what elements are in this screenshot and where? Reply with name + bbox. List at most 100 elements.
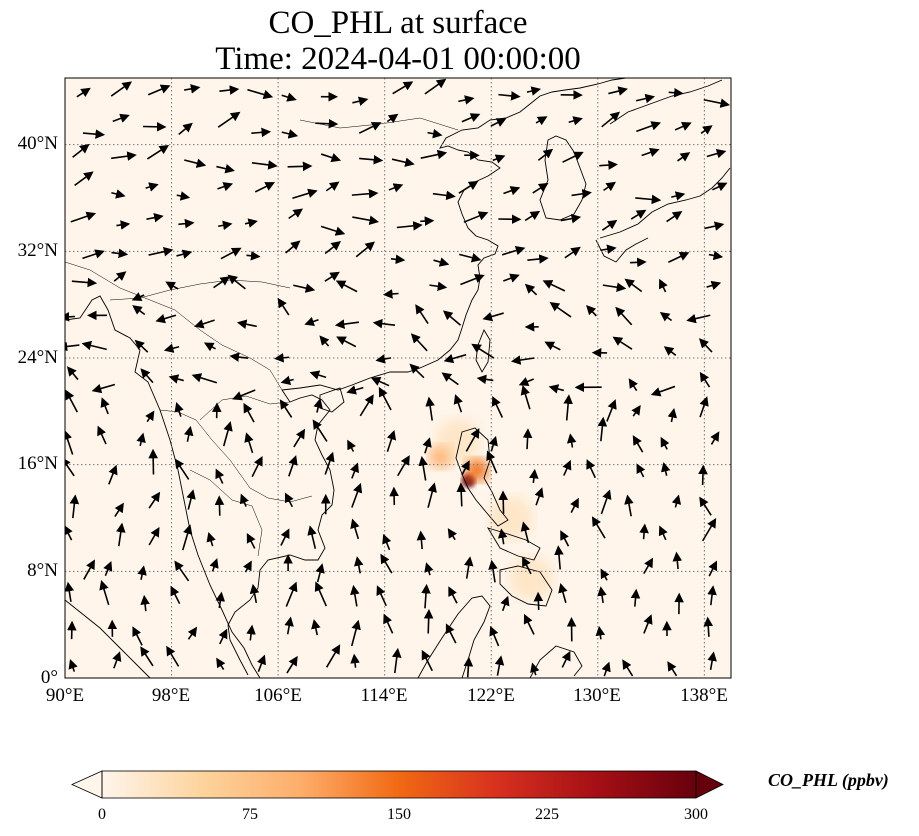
wind-arrow [113, 271, 127, 282]
wind-arrow [500, 595, 510, 612]
wind-arrow [600, 568, 610, 581]
wind-arrow [663, 346, 677, 356]
wind-arrow [497, 528, 508, 545]
x-tick-label: 130°E [573, 685, 621, 706]
wind-arrow [566, 433, 577, 448]
wind-arrow [382, 289, 399, 299]
wind-arrow [658, 525, 668, 541]
wind-arrow [110, 81, 133, 97]
wind-arrow [244, 432, 254, 454]
wind-arrow [703, 616, 714, 637]
wind-arrow [229, 352, 249, 362]
wind-arrow [471, 343, 495, 359]
wind-arrow [601, 661, 611, 677]
wind-arrow [309, 370, 327, 380]
wind-arrow [66, 366, 79, 381]
wind-arrow [68, 659, 78, 672]
wind-arrow [187, 626, 198, 640]
concentration-hotspot [435, 418, 480, 463]
wind-arrow [643, 557, 654, 575]
wind-arrow [510, 355, 535, 365]
wind-arrow [351, 188, 379, 199]
wind-arrow [708, 250, 724, 261]
wind-arrow [458, 180, 479, 194]
wind-arrow [526, 86, 541, 96]
indochina-coast [227, 389, 335, 676]
wind-arrow [311, 619, 321, 636]
wind-arrow [244, 218, 258, 228]
wind-arrow [376, 585, 387, 607]
wind-arrow [595, 625, 606, 640]
wind-arrow [304, 316, 319, 327]
wind-arrow [251, 455, 263, 478]
wind-arrow [562, 151, 584, 163]
wind-arrow [424, 78, 447, 95]
wind-arrow [488, 559, 498, 583]
wind-arrow [165, 281, 179, 291]
wind-arrow [246, 250, 261, 261]
wind-arrow [352, 215, 380, 225]
wind-arrow [65, 581, 75, 602]
x-tick-label: 90°E [45, 685, 85, 706]
japan-kyushu-coast [595, 237, 649, 263]
wind-arrow [103, 561, 113, 577]
wind-arrow [325, 644, 341, 668]
wind-arrow [458, 95, 475, 105]
wind-arrow [313, 398, 323, 413]
wind-arrow [586, 304, 597, 317]
wind-arrow [285, 240, 301, 254]
wind-arrow [542, 280, 566, 292]
colorbar-min-extend [71, 770, 103, 799]
wind-arrow [319, 335, 330, 347]
wind-arrow [520, 385, 531, 410]
wind-arrow [81, 340, 107, 351]
wind-arrow [347, 439, 356, 452]
wind-arrow [232, 389, 256, 401]
wind-arrow [314, 581, 328, 607]
wind-arrow [448, 586, 458, 604]
wind-arrow [391, 157, 415, 167]
wind-arrow [383, 613, 394, 634]
wind-arrow [214, 495, 225, 516]
wind-arrow [336, 336, 357, 348]
wind-arrow [251, 160, 278, 170]
visayas-coast [487, 527, 541, 561]
wind-arrow [432, 190, 456, 201]
wind-arrow [146, 212, 164, 223]
wind-arrow [602, 282, 627, 292]
wind-arrow [370, 377, 390, 387]
wind-arrow [494, 655, 505, 676]
wind-arrow [686, 313, 711, 324]
wind-arrow [219, 85, 240, 95]
wind-arrow [181, 524, 193, 551]
wind-arrow [239, 493, 249, 507]
wind-arrow [639, 523, 649, 540]
wind-arrow [704, 221, 725, 231]
x-tick-label: 138°E [680, 685, 728, 706]
wind-arrow [659, 278, 668, 293]
wind-arrow [315, 563, 325, 583]
wind-arrow [630, 209, 647, 220]
wind-arrow [410, 333, 428, 352]
wind-arrow [69, 494, 80, 519]
wind-arrow [442, 310, 462, 326]
wind-arrow [203, 342, 216, 352]
wind-arrow [280, 528, 290, 546]
mindanao-coast [499, 565, 553, 607]
wind-arrow [111, 248, 129, 259]
wind-arrow [708, 560, 718, 577]
wind-arrow [636, 463, 646, 478]
wind-arrow [524, 283, 538, 296]
luzon-coast [455, 427, 509, 527]
wind-arrow [325, 181, 340, 192]
wind-arrow [236, 319, 257, 329]
wind-arrow [176, 191, 191, 201]
wind-arrow [459, 253, 482, 263]
wind-arrow [137, 565, 147, 580]
wind-arrow [292, 188, 318, 200]
wind-arrow [277, 297, 290, 316]
wind-arrow [324, 451, 335, 475]
wind-arrow [666, 211, 683, 223]
colorbar [71, 770, 724, 799]
wind-arrow [612, 336, 633, 350]
